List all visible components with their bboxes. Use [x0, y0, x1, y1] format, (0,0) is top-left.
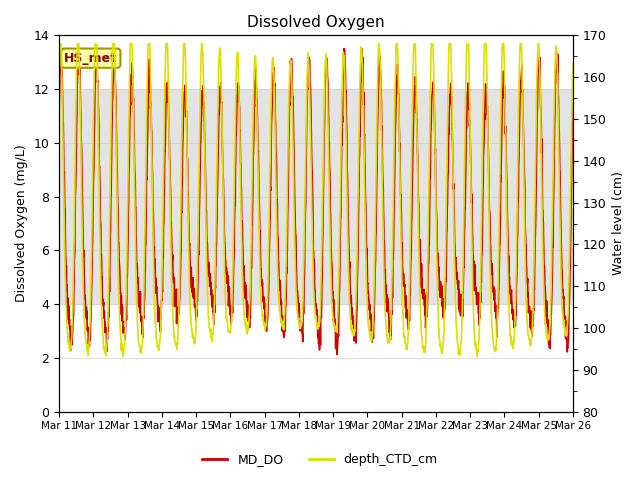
Bar: [59, 89, 573, 304]
Text: HS_met: HS_met: [64, 52, 117, 65]
Y-axis label: Water level (cm): Water level (cm): [612, 171, 625, 276]
Title: Dissolved Oxygen: Dissolved Oxygen: [247, 15, 385, 30]
Legend: MD_DO, depth_CTD_cm: MD_DO, depth_CTD_cm: [197, 448, 443, 471]
Y-axis label: Dissolved Oxygen (mg/L): Dissolved Oxygen (mg/L): [15, 144, 28, 302]
